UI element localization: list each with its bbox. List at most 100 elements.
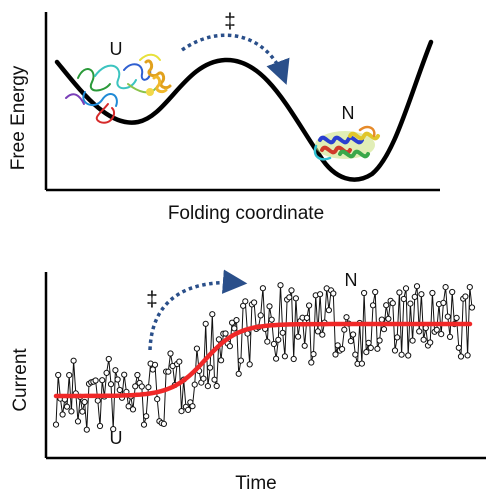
trace-point: [204, 383, 211, 390]
trace-point: [429, 289, 436, 297]
trace-point: [350, 331, 357, 338]
trace-point: [413, 283, 421, 290]
trace-point: [99, 377, 106, 384]
trace-point: [185, 406, 192, 413]
trace-point: [334, 342, 341, 349]
trace-point: [416, 328, 423, 335]
trace-point: [107, 381, 115, 388]
trace-point: [449, 288, 456, 296]
trace-point: [440, 299, 447, 306]
trace-point: [462, 293, 469, 300]
trace-point: [167, 350, 174, 357]
trace-point: [209, 311, 216, 318]
trace-point: [347, 338, 354, 345]
trace-point: [193, 345, 200, 352]
trace-point: [176, 358, 183, 365]
trace-point: [446, 333, 454, 340]
trace-point: [369, 302, 377, 309]
current-trace: [52, 282, 476, 433]
trace-point: [259, 285, 266, 292]
native-state-label: N: [342, 103, 355, 123]
trace-point: [466, 284, 473, 291]
native-state-label-bottom: N: [345, 270, 358, 290]
trace-point: [332, 351, 339, 358]
trace-point: [140, 421, 148, 428]
trace-point: [200, 375, 207, 382]
trace-point: [264, 338, 271, 345]
trace-point: [92, 377, 99, 384]
trace-point: [257, 312, 264, 319]
trace-point: [303, 314, 310, 321]
trace-point: [202, 320, 209, 327]
trace-point: [457, 353, 465, 360]
trace-point: [383, 302, 390, 309]
trace-point: [394, 334, 401, 341]
trace-point: [372, 288, 379, 296]
trace-point: [352, 351, 359, 358]
trace-point: [367, 344, 374, 351]
trace-point: [363, 349, 370, 356]
trace-point: [389, 300, 396, 307]
trace-point: [59, 411, 66, 418]
trace-point: [378, 316, 385, 323]
trace-point: [310, 351, 317, 358]
trace-point: [68, 408, 75, 415]
trace-point: [286, 294, 293, 301]
trace-point: [374, 345, 381, 352]
trace-point: [295, 333, 302, 340]
trace-point: [277, 282, 284, 289]
trace-point: [231, 325, 238, 332]
trace-point: [385, 315, 392, 322]
current-trace-panel: Current Time ‡ U N: [10, 269, 486, 494]
trace-point: [83, 426, 90, 433]
trace-point: [275, 336, 282, 343]
trace-point: [63, 403, 71, 410]
trace-point: [266, 303, 273, 310]
trace-point: [317, 291, 324, 298]
trace-point: [268, 316, 275, 323]
transition-state-label: ‡: [224, 10, 236, 33]
trace-point: [233, 317, 240, 324]
trace-point: [189, 403, 196, 410]
trace-point: [178, 408, 185, 415]
trace-point: [165, 368, 172, 375]
trace-point: [242, 298, 249, 305]
trace-point: [343, 314, 350, 321]
trace-point: [145, 384, 152, 391]
top-y-axis-label: Free Energy: [8, 65, 29, 170]
trace-point: [341, 326, 348, 333]
transition-state-label-bottom: ‡: [146, 288, 158, 311]
trace-point: [151, 361, 159, 368]
unfolded-state-label: U: [110, 39, 123, 59]
trace-point: [79, 408, 86, 415]
trace-point: [207, 364, 214, 371]
trace-point: [290, 355, 297, 363]
free-energy-curve: [54, 39, 434, 182]
trace-point: [235, 370, 242, 377]
trace-point: [270, 340, 277, 348]
trace-point: [433, 326, 440, 333]
trace-point: [110, 426, 117, 433]
trace-point: [339, 346, 346, 353]
trace-point: [66, 372, 73, 379]
trace-point: [132, 383, 139, 390]
trace-point: [143, 413, 150, 420]
transition-arrow-bottom: [148, 269, 248, 351]
trace-point: [442, 284, 449, 291]
trace-point: [292, 295, 299, 302]
trace-point: [396, 289, 403, 296]
trace-point: [103, 369, 110, 376]
trace-point: [154, 396, 161, 403]
trace-point: [400, 295, 407, 303]
trace-point: [218, 357, 225, 364]
trace-point: [211, 376, 218, 383]
trace-point: [319, 331, 326, 338]
trace-point: [125, 403, 132, 410]
trace-point: [237, 357, 244, 364]
energy-landscape-panel: Free Energy Folding coordinate ‡ U N: [8, 10, 440, 224]
trace-point: [455, 344, 462, 351]
trace-point: [281, 353, 288, 360]
trace-point: [288, 287, 295, 294]
trace-point: [409, 337, 416, 344]
